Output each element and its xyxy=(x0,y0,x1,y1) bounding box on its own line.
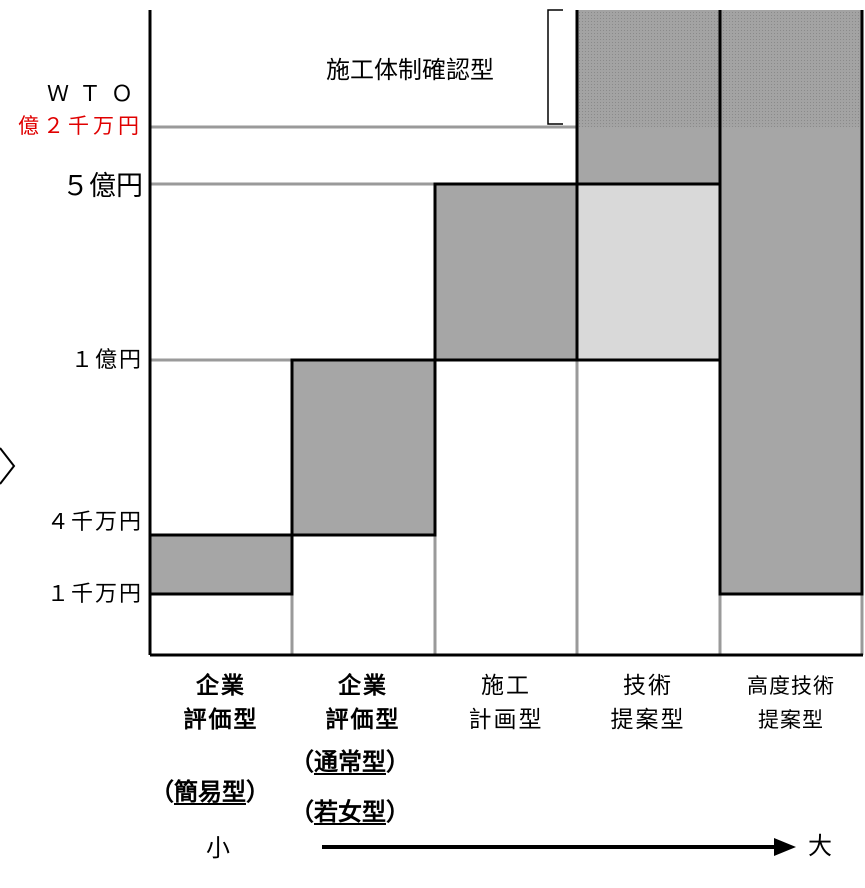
left-chevron xyxy=(0,447,16,485)
sekou-taisei-bracket xyxy=(547,9,563,125)
category-line1: 技術 xyxy=(623,673,673,699)
paren-open: （ xyxy=(150,777,174,806)
category-line2: 評価型 xyxy=(183,706,259,733)
category-kigyo-tsujo: 企業 評価型 xyxy=(293,669,433,737)
paren-close: ） xyxy=(386,797,410,826)
y-label-5oku: ５億円 xyxy=(62,171,143,202)
sekou-keikaku-range-block xyxy=(433,182,579,362)
kodo-gijutsu-range-block xyxy=(720,127,862,594)
y-label-wto: ＷＴＯ xyxy=(46,82,143,107)
y-label-4000man: ４千万円 xyxy=(46,510,143,535)
bracket-label-sekou-taisei: 施工体制確認型 xyxy=(326,56,494,84)
category-line2: 提案型 xyxy=(610,707,686,733)
scale-small-label: 小 xyxy=(206,834,230,862)
category-line1: 施工 xyxy=(481,673,531,699)
category-line2: 評価型 xyxy=(325,706,401,733)
category-gijutsu-teian: 技術 提案型 xyxy=(578,669,718,737)
category-kodo-gijutsu-teian: 高度技術 提案型 xyxy=(721,669,861,737)
paren-close: ） xyxy=(246,777,270,806)
subtype-jakujo-text: 若女型 xyxy=(314,797,386,826)
subtype-kani: （簡易型） xyxy=(150,780,270,804)
tsujo-range-block xyxy=(290,358,437,537)
category-line2: 計画型 xyxy=(468,707,544,733)
category-line1: 企業 xyxy=(338,672,388,699)
subtype-tsujo: （通常型） xyxy=(290,750,410,774)
scale-arrow-head xyxy=(774,838,796,856)
category-kigyo-kani: 企業 評価型 xyxy=(151,669,291,737)
paren-close: ） xyxy=(386,747,410,776)
subtype-tsujo-text: 通常型 xyxy=(314,747,386,776)
category-line1: 企業 xyxy=(196,672,246,699)
y-label-wto-amount: 億２千万円 xyxy=(18,114,143,138)
kani-range-block xyxy=(148,533,294,596)
category-sekou-keikaku: 施工 計画型 xyxy=(436,669,576,737)
gijutsu-teian-range-block xyxy=(575,182,722,362)
category-line1: 高度技術 xyxy=(747,674,835,698)
paren-open: （ xyxy=(290,797,314,826)
y-label-1oku: １億円 xyxy=(70,348,143,373)
gijutsu-teian-upper-block xyxy=(577,127,720,184)
subtype-jakujo: （若女型） xyxy=(290,800,410,824)
subtype-kani-text: 簡易型 xyxy=(174,777,246,806)
kodo-gijutsu-outline xyxy=(718,10,864,596)
paren-open: （ xyxy=(290,747,314,776)
y-label-1000man: １千万円 xyxy=(46,582,143,607)
category-line2: 提案型 xyxy=(758,708,824,732)
scale-large-label: 大 xyxy=(808,832,832,860)
